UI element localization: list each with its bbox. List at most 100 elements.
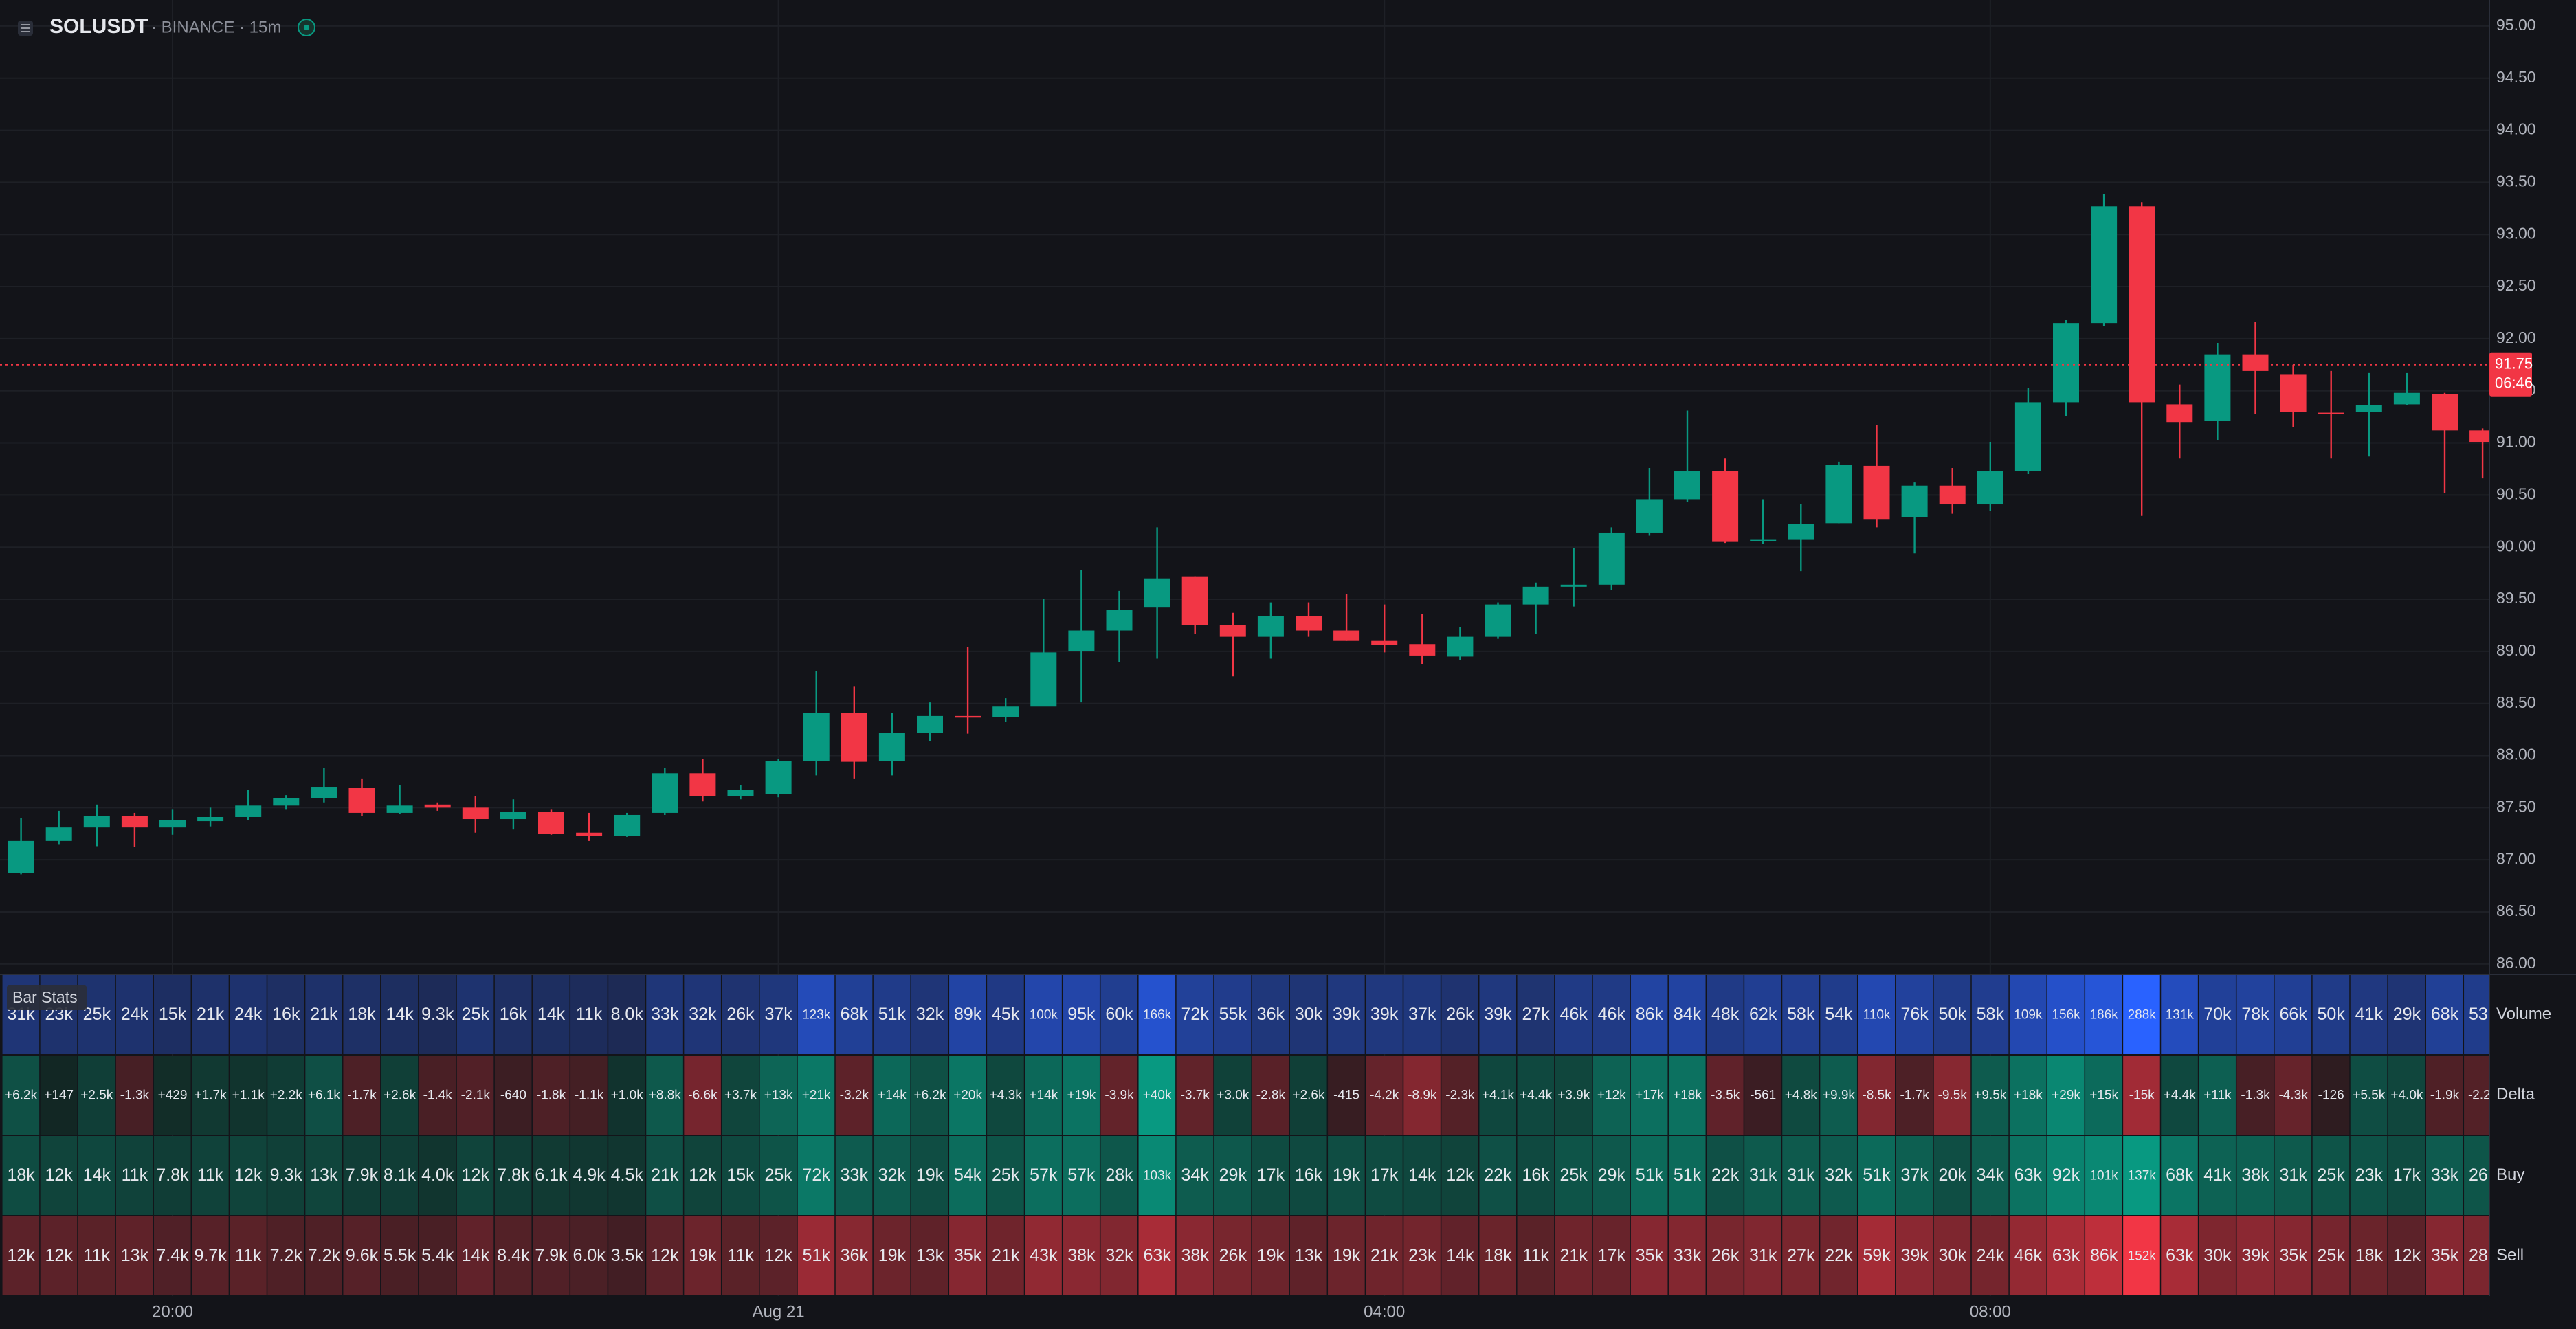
- stat-value: 19k: [916, 1165, 944, 1185]
- candle-body: [614, 814, 641, 836]
- stat-value: 70k: [2203, 1005, 2232, 1024]
- stat-value: 32k: [1105, 1246, 1133, 1265]
- stat-cell: [1479, 1056, 1517, 1135]
- stat-cell: [873, 1216, 911, 1295]
- stat-value: 19k: [689, 1246, 717, 1265]
- candle-body: [2053, 323, 2079, 403]
- stat-cell: [494, 1056, 532, 1135]
- stat-value: 54k: [954, 1165, 982, 1185]
- stat-cell: [192, 1056, 229, 1135]
- stat-cell: [1707, 1216, 1744, 1295]
- stat-value: +4.3k: [990, 1088, 1023, 1103]
- stat-cell: [381, 1056, 419, 1135]
- candle-body: [386, 805, 413, 813]
- candle-body: [992, 706, 1019, 717]
- stat-value: 18k: [2355, 1246, 2384, 1265]
- stat-value: 11k: [727, 1246, 754, 1265]
- stat-cell: [2236, 1136, 2274, 1215]
- symbol-title: SOLUSDT: [49, 15, 148, 38]
- stat-cell: [1441, 1056, 1478, 1135]
- stat-cell: [1896, 1216, 1933, 1295]
- stat-value: 31k: [1749, 1165, 1777, 1185]
- stat-cell: [1176, 1056, 1214, 1135]
- stat-row-label: Delta: [2496, 1085, 2535, 1104]
- stat-value: -3.7k: [1181, 1088, 1210, 1103]
- stat-cell: [1744, 975, 1781, 1054]
- stat-cell: [570, 1136, 608, 1215]
- stat-value: +2.6k: [1292, 1088, 1325, 1103]
- stat-cell: [78, 1216, 115, 1295]
- y-tick-label: 86.50: [2496, 902, 2536, 919]
- stat-value: 7.9k: [346, 1165, 379, 1185]
- stat-cell: [343, 1216, 381, 1295]
- candle-body: [1522, 586, 1549, 605]
- stat-value: 12k: [45, 1246, 74, 1265]
- candle-body: [273, 798, 300, 806]
- stat-cell: [1668, 1216, 1706, 1295]
- stat-value: 55k: [1219, 1005, 1247, 1024]
- stat-value: 13k: [310, 1165, 338, 1185]
- stat-value: -415: [1333, 1088, 1359, 1103]
- plot-area: [0, 194, 2489, 875]
- candle-body: [2014, 402, 2041, 471]
- stat-value: 50k: [1939, 1005, 1967, 1024]
- stat-cell: [1782, 1216, 1819, 1295]
- stat-cell: [1403, 1056, 1441, 1135]
- stat-cell: [570, 1216, 608, 1295]
- stat-cell: [343, 975, 381, 1054]
- stat-cell: [684, 1136, 721, 1215]
- y-tick-label: 92.50: [2496, 276, 2536, 294]
- stat-cell: [797, 1216, 835, 1295]
- stat-cell: [2199, 975, 2236, 1054]
- stat-cell: [2464, 975, 2489, 1054]
- stat-value: 22k: [1825, 1246, 1853, 1265]
- stat-value: +3.9k: [1557, 1088, 1590, 1103]
- candle-body: [1030, 652, 1057, 707]
- stat-cell: [987, 975, 1024, 1054]
- stat-cell: [419, 1136, 456, 1215]
- stat-value: +9.9k: [1823, 1088, 1856, 1103]
- stat-value: 26k: [2469, 1165, 2497, 1185]
- stat-cell: [949, 1056, 986, 1135]
- stat-cell: [1138, 1216, 1176, 1295]
- stat-cell: [684, 975, 721, 1054]
- stat-value: 62k: [1749, 1005, 1777, 1024]
- stat-cell: [419, 1216, 456, 1295]
- candle-body: [765, 761, 792, 794]
- stat-cell: [1328, 1056, 1365, 1135]
- candle-body: [197, 816, 224, 822]
- stat-cell: [1630, 975, 1668, 1054]
- stat-cell: [2425, 975, 2463, 1054]
- stat-cell: [2199, 1136, 2236, 1215]
- stat-cell: [1858, 1136, 1896, 1215]
- candle-body: [1219, 625, 1246, 637]
- stat-value: 18k: [348, 1005, 376, 1024]
- stat-cell: [987, 1136, 1024, 1215]
- candle-body: [1068, 630, 1095, 651]
- stat-cell: [2085, 975, 2122, 1054]
- stat-cell: [2425, 1216, 2463, 1295]
- stat-cell: [1517, 1216, 1555, 1295]
- stat-cell: [381, 1136, 419, 1215]
- stat-value: 16k: [1522, 1165, 1550, 1185]
- stat-value: 110k: [1863, 1008, 1891, 1023]
- candle-body: [803, 713, 830, 761]
- stat-value: 186k: [2089, 1008, 2118, 1023]
- stat-cell: [2274, 1136, 2312, 1215]
- stat-value: 50k: [2318, 1005, 2346, 1024]
- stat-value: 68k: [2166, 1165, 2194, 1185]
- stat-cell: [153, 1056, 191, 1135]
- stat-value: +429: [158, 1088, 188, 1103]
- stat-value: 51k: [1674, 1165, 1702, 1185]
- stat-cell: [1630, 1216, 1668, 1295]
- stat-value: 4.5k: [611, 1165, 644, 1185]
- candle-body: [2355, 405, 2382, 412]
- stat-cell: [2425, 1056, 2463, 1135]
- stat-value: 13k: [916, 1246, 944, 1265]
- stat-cell: [2312, 975, 2350, 1054]
- stat-cell: [835, 975, 873, 1054]
- stat-value: 35k: [1636, 1246, 1664, 1265]
- stat-cell: [1100, 975, 1138, 1054]
- stat-cell: [2388, 1056, 2425, 1135]
